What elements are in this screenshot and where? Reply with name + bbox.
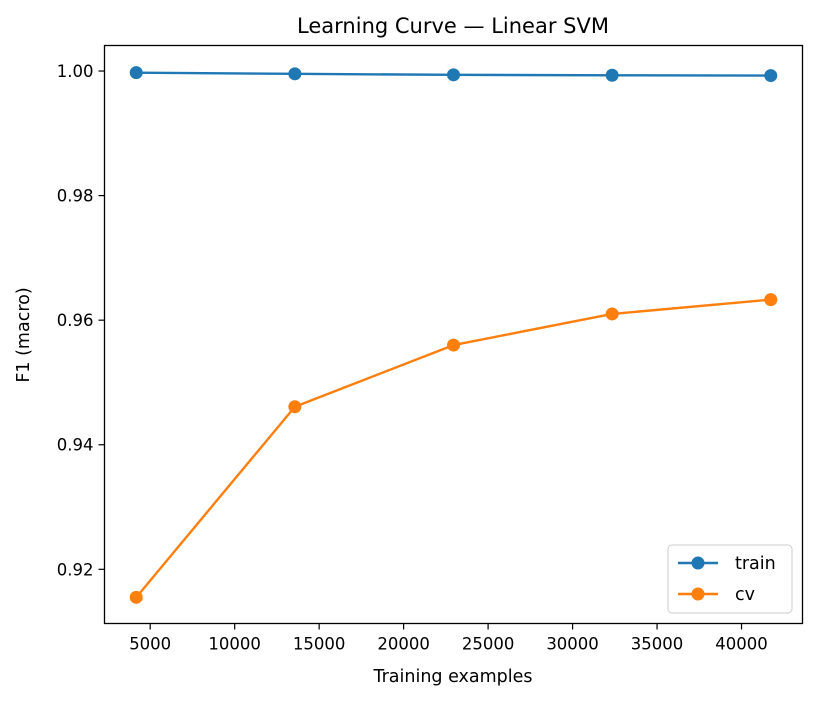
x-tick-label: 30000 — [546, 635, 599, 654]
plot-frame — [103, 44, 804, 625]
data-point-train — [764, 69, 778, 83]
x-tick-label: 20000 — [377, 635, 430, 654]
x-axis-label: Training examples — [372, 667, 532, 687]
data-point-cv — [447, 338, 460, 352]
legend-label-cv: cv — [735, 585, 755, 605]
y-tick-label: 0.96 — [57, 311, 94, 330]
chart-title: Learning Curve — Linear SVM — [297, 14, 609, 38]
series-points — [129, 66, 778, 604]
x-tick-label: 35000 — [631, 635, 684, 654]
x-tick-label: 40000 — [715, 635, 768, 654]
data-point-train — [605, 68, 619, 82]
legend-swatch-marker-train — [691, 556, 705, 570]
y-axis-label: F1 (macro) — [14, 287, 34, 382]
x-tick-label: 10000 — [208, 635, 261, 654]
data-point-train — [447, 68, 460, 82]
data-point-cv — [129, 590, 143, 604]
data-point-cv — [605, 307, 619, 321]
data-point-train — [288, 67, 302, 81]
y-tick-label: 1.00 — [57, 62, 94, 81]
x-tick-label: 5000 — [129, 635, 171, 654]
legend-swatch-marker-cv — [691, 587, 705, 601]
x-tick-label: 15000 — [293, 635, 346, 654]
x-tick-label: 25000 — [462, 635, 515, 654]
ticks: 5000 10000 15000 20000 25000 30000 35000 40000 0… — [57, 62, 768, 653]
y-tick-label: 0.94 — [57, 436, 94, 455]
data-point-train — [129, 66, 143, 80]
data-point-cv — [288, 400, 302, 414]
data-point-cv — [764, 293, 778, 307]
y-tick-label: 0.98 — [57, 187, 94, 206]
legend: train cv — [667, 544, 793, 614]
legend-label-train: train — [735, 554, 776, 574]
y-tick-label: 0.92 — [57, 560, 94, 579]
